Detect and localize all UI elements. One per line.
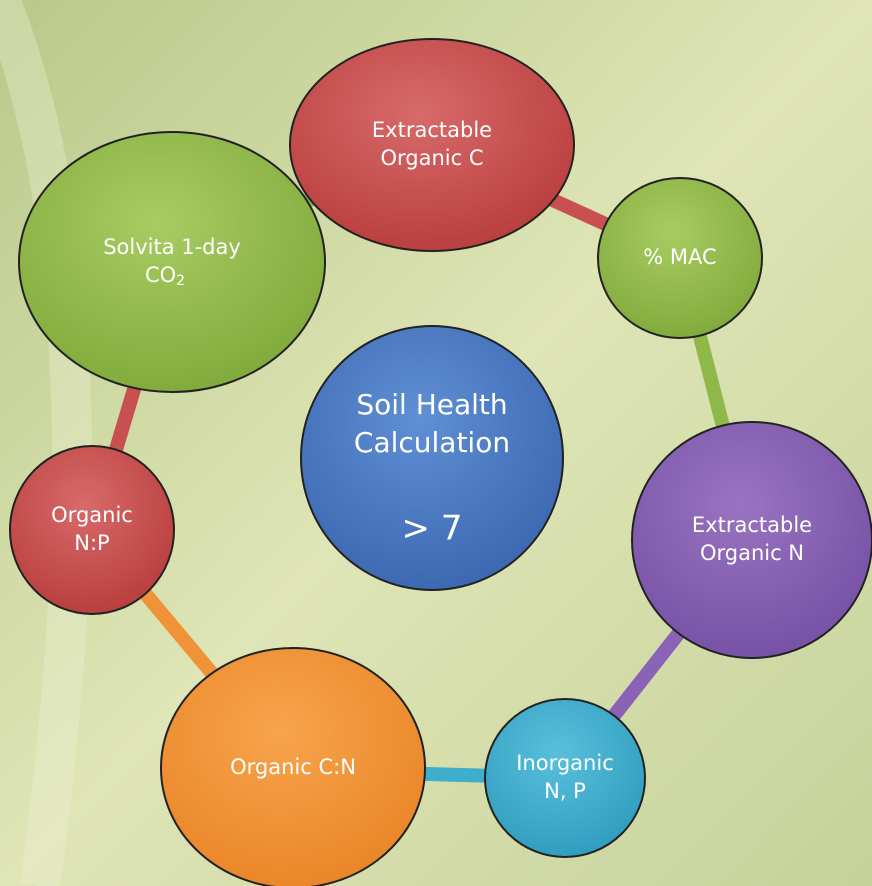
node-circle: [289, 38, 575, 252]
node-label: Extractable Organic C: [372, 118, 492, 170]
node-label: Solvita 1-day CO2: [103, 235, 241, 289]
node-circle: [484, 698, 646, 858]
node-label: Extractable Organic N: [692, 513, 812, 565]
node-label: % MAC: [643, 245, 716, 269]
node-label: Inorganic N, P: [516, 751, 614, 803]
node-label: Organic C:N: [230, 755, 356, 779]
center-label: Soil Health Calculation: [354, 388, 510, 459]
center-value: > 7: [402, 509, 463, 549]
node-circle: [9, 445, 175, 615]
node-circle: [597, 177, 763, 339]
center-circle: [300, 325, 564, 591]
node-circle: [631, 421, 872, 659]
background-swirl: [0, 0, 92, 886]
node-circle: [18, 131, 326, 393]
node-circle: [160, 647, 426, 886]
node-label: Organic N:P: [51, 503, 133, 555]
